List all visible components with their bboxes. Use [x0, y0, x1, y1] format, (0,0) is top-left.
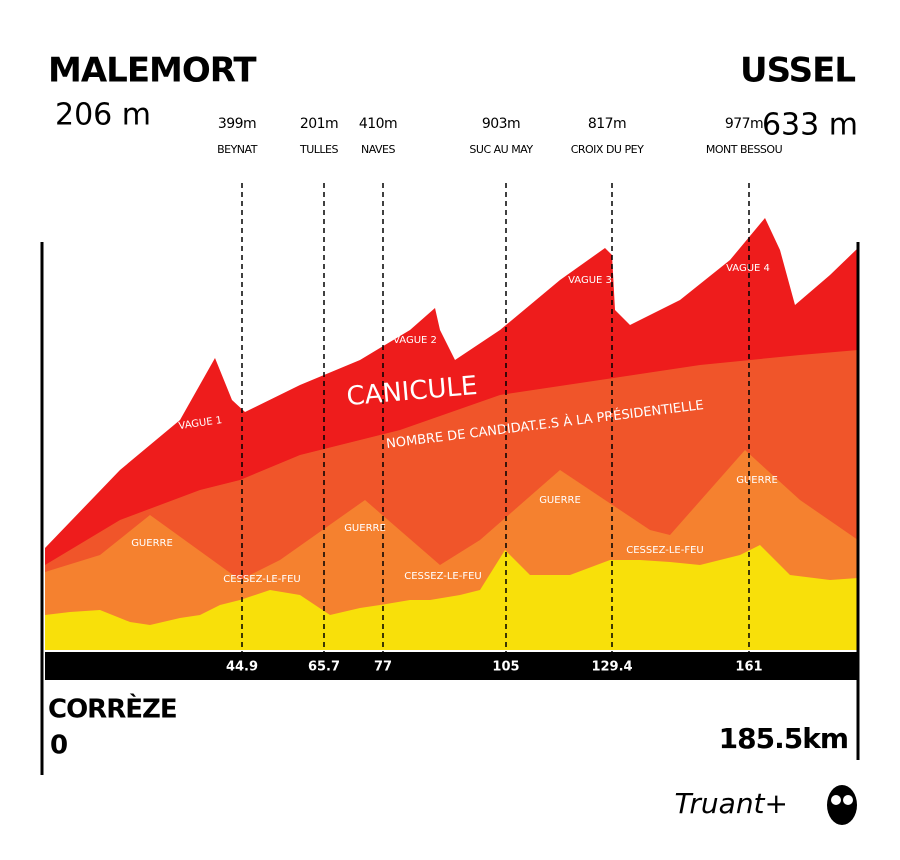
- finish-name: USSEL: [740, 51, 855, 91]
- war-label: GUERRE: [539, 495, 581, 506]
- waypoint-altitude: 201m: [300, 116, 338, 132]
- finish-km: 185.5km: [719, 722, 848, 755]
- credit: Truant+: [674, 787, 788, 820]
- waypoint-km: 65.7: [308, 660, 340, 675]
- waypoint-km: 161: [735, 660, 762, 675]
- waypoint-altitude: 817m: [588, 116, 626, 132]
- waypoint-name: TULLES: [299, 143, 338, 156]
- waypoint-name: NAVES: [361, 143, 396, 156]
- start-km: 0: [50, 731, 67, 761]
- region: CORRÈZE: [48, 693, 177, 725]
- war-label: GUERRE: [344, 523, 386, 534]
- waypoint-altitude: 903m: [482, 116, 520, 132]
- waypoint-km: 44.9: [226, 660, 258, 675]
- waypoint-name: MONT BESSOU: [706, 143, 783, 156]
- ceasefire-label: CESSEZ-LE-FEU: [404, 571, 482, 582]
- finish-altitude: 633 m: [762, 108, 858, 143]
- waypoint-km: 129.4: [591, 660, 632, 675]
- owl-logo: [827, 785, 857, 825]
- waypoint-name: CROIX DU PEY: [571, 143, 644, 156]
- km-band: [45, 652, 858, 680]
- start-name: MALEMORT: [48, 51, 257, 91]
- waypoint-name: BEYNAT: [217, 143, 258, 156]
- layer-ceasefire: [45, 545, 858, 650]
- wave-label: VAGUE 2: [393, 335, 437, 346]
- ceasefire-label: CESSEZ-LE-FEU: [626, 545, 704, 556]
- waypoint-km: 105: [492, 660, 519, 675]
- wave-label: VAGUE 4: [726, 263, 770, 274]
- wave-label: VAGUE 3: [568, 275, 612, 286]
- ceasefire-label: CESSEZ-LE-FEU: [223, 574, 301, 585]
- waypoint-name: SUC AU MAY: [469, 143, 533, 156]
- start-altitude: 206 m: [55, 98, 151, 133]
- war-label: GUERRE: [131, 538, 173, 549]
- war-label: GUERRE: [736, 475, 778, 486]
- waypoint-km: 77: [374, 660, 392, 675]
- waypoint-altitude: 399m: [218, 116, 256, 132]
- waypoint-altitude: 410m: [359, 116, 397, 132]
- waypoint-altitude: 977m: [725, 116, 763, 132]
